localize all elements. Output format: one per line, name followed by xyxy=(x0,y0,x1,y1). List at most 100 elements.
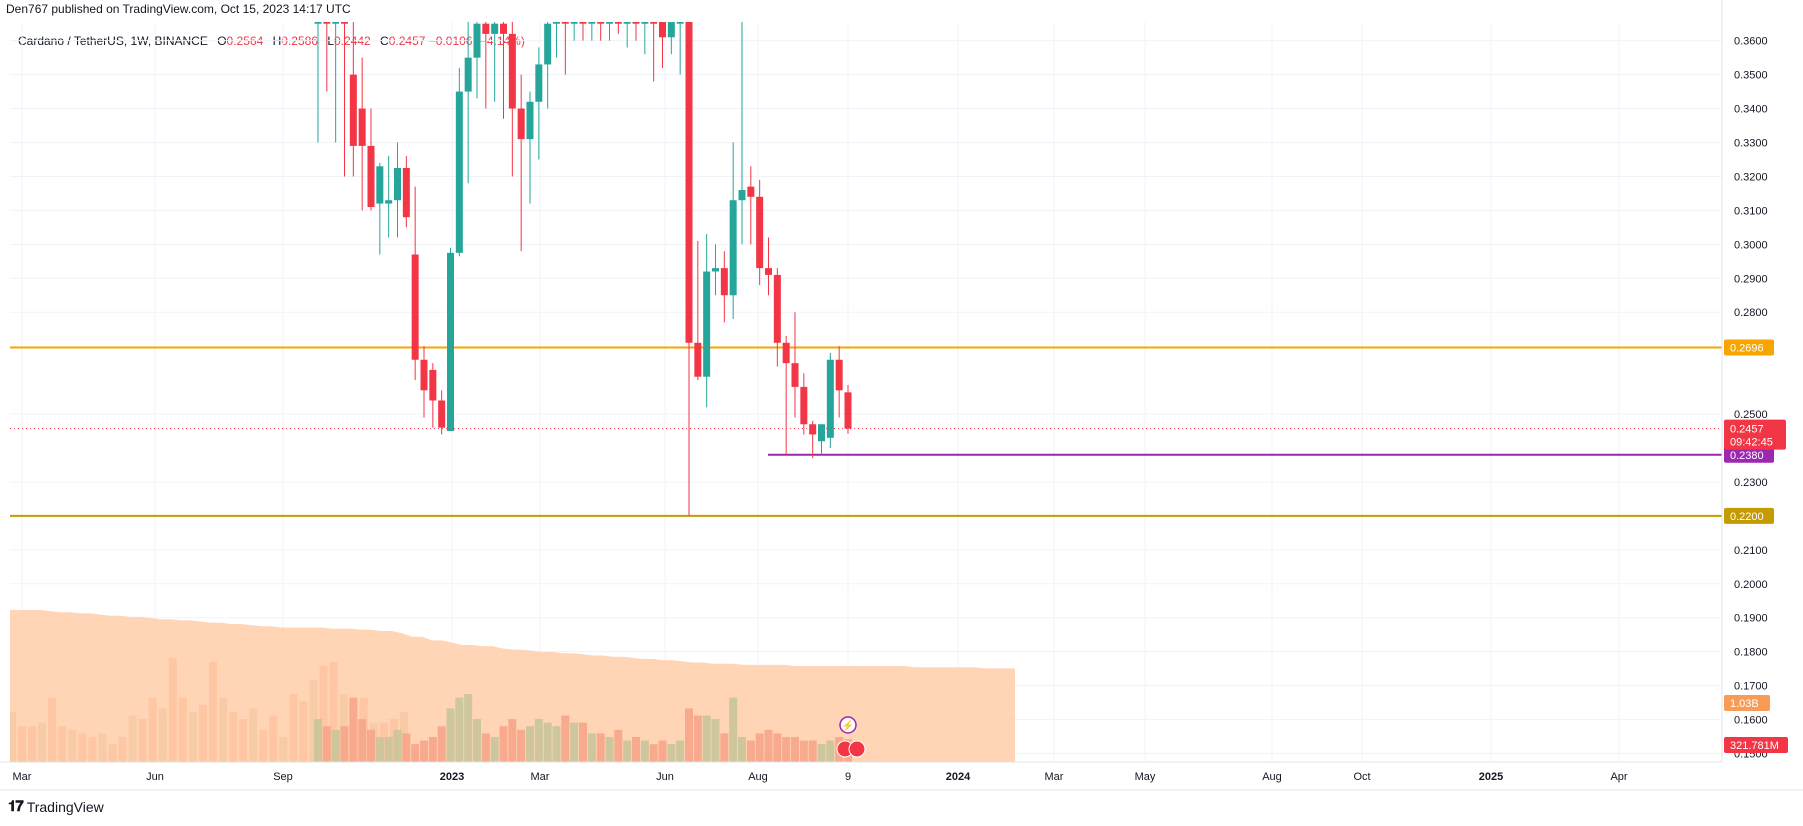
candle-body xyxy=(570,22,578,24)
volume-pane xyxy=(10,609,1015,762)
x-tick-label: Apr xyxy=(1610,771,1627,783)
candle-body xyxy=(588,22,596,24)
volume-bar xyxy=(499,726,508,762)
volume-bar xyxy=(596,733,605,762)
time-axis: Mar Jun Sep 2023 Mar Jun Aug 9 2024 Mar May Aug Oct 2… xyxy=(0,761,1803,791)
candle-body xyxy=(420,359,428,391)
x-tick-label: Mar xyxy=(1045,771,1064,783)
candle-body xyxy=(597,22,605,24)
volume-bar xyxy=(579,722,587,762)
y-tick-label: 0.3100 xyxy=(1734,205,1768,217)
candle-body xyxy=(623,22,631,24)
volume-bar xyxy=(658,740,667,762)
volume-bar xyxy=(314,719,322,762)
candle-body xyxy=(809,424,817,435)
level-tag-label: 0.2696 xyxy=(1730,343,1764,355)
candle-body xyxy=(826,359,834,438)
candle-body xyxy=(606,22,613,24)
candle-body xyxy=(703,271,711,377)
x-tick-label: Aug xyxy=(748,771,768,783)
candle-body xyxy=(429,369,437,401)
volume-bar xyxy=(561,715,570,762)
volume-bar xyxy=(570,722,579,762)
volume-bar xyxy=(782,736,791,762)
candle-body xyxy=(561,22,569,24)
y-tick-label: 0.3600 xyxy=(1734,36,1768,48)
volume-bar xyxy=(605,736,614,762)
volume-bar xyxy=(473,719,481,762)
candle-body xyxy=(349,74,357,146)
volume-bar xyxy=(729,697,738,762)
footer-brand[interactable]: TradingView xyxy=(26,798,104,815)
volume-last-label: 321.781M xyxy=(1730,740,1779,752)
candle-body xyxy=(367,145,375,207)
x-tick-label: 9 xyxy=(845,771,851,783)
volume-bar xyxy=(358,719,367,762)
volume-bar xyxy=(393,729,402,762)
candle-body xyxy=(773,274,781,343)
volume-bar xyxy=(349,697,358,762)
candle-body xyxy=(332,22,340,24)
candle-body xyxy=(791,363,799,387)
x-tick-label: 2025 xyxy=(1479,771,1503,783)
candle-body xyxy=(341,22,348,24)
footer: 𝟏𝟕 TradingView xyxy=(8,798,104,815)
candle-body xyxy=(402,167,410,218)
candle-body xyxy=(508,33,516,109)
volume-bar xyxy=(685,708,693,762)
volume-last-tag xyxy=(1724,737,1788,753)
volume-bar xyxy=(640,740,649,762)
volume-bar xyxy=(826,740,835,762)
candle-body xyxy=(517,108,525,140)
level-tag xyxy=(1724,507,1774,524)
candle-body xyxy=(632,22,640,24)
candle-body xyxy=(544,23,552,65)
volume-ma-tag xyxy=(1724,695,1770,711)
volume-bar xyxy=(799,740,808,762)
volume-bar xyxy=(384,736,393,762)
candle-body xyxy=(818,424,825,442)
volume-bar xyxy=(552,726,561,762)
volume-ma-area xyxy=(10,609,1015,762)
y-tick-label: 0.2300 xyxy=(1734,477,1768,489)
candle-body xyxy=(464,57,472,92)
volume-bar xyxy=(367,729,375,762)
candle-body xyxy=(782,342,790,364)
x-tick-label: Jun xyxy=(656,771,674,783)
candle-body xyxy=(314,22,322,24)
x-tick-label: May xyxy=(1135,771,1156,783)
volume-bar xyxy=(791,736,799,762)
volume-bar xyxy=(702,715,711,762)
volume-bar xyxy=(411,744,420,762)
us-flag-icon xyxy=(848,740,866,758)
y-tick-label: 0.3200 xyxy=(1734,171,1768,183)
candle-body xyxy=(720,268,728,296)
candle-body xyxy=(676,22,684,24)
volume-bar xyxy=(331,729,340,762)
y-tick-label: 0.2800 xyxy=(1734,307,1768,319)
candle-body xyxy=(756,196,764,269)
candle-body xyxy=(455,91,463,253)
candle-body xyxy=(526,101,534,140)
volume-bar xyxy=(322,726,331,762)
level-tag-label: 0.2200 xyxy=(1730,511,1764,523)
volume-bar xyxy=(755,733,764,762)
volume-bar xyxy=(773,733,782,762)
candle-body xyxy=(535,64,543,102)
volume-bar xyxy=(490,736,499,762)
candle-body xyxy=(411,254,419,360)
y-tick-label: 0.3500 xyxy=(1734,70,1768,82)
volume-bar xyxy=(526,726,534,762)
volume-bar xyxy=(517,729,526,762)
lightning-glyph: ⚡ xyxy=(842,719,854,732)
candle-body xyxy=(358,108,366,146)
tradingview-logo-icon[interactable]: 𝟏𝟕 xyxy=(8,798,24,815)
y-tick-label: 0.1700 xyxy=(1734,681,1768,693)
candle-body xyxy=(553,22,560,24)
candle-body xyxy=(694,342,702,377)
volume-bar xyxy=(455,697,464,762)
y-tick-label: 0.3300 xyxy=(1734,138,1768,150)
candle-body xyxy=(659,22,666,38)
volume-bar xyxy=(649,744,658,762)
